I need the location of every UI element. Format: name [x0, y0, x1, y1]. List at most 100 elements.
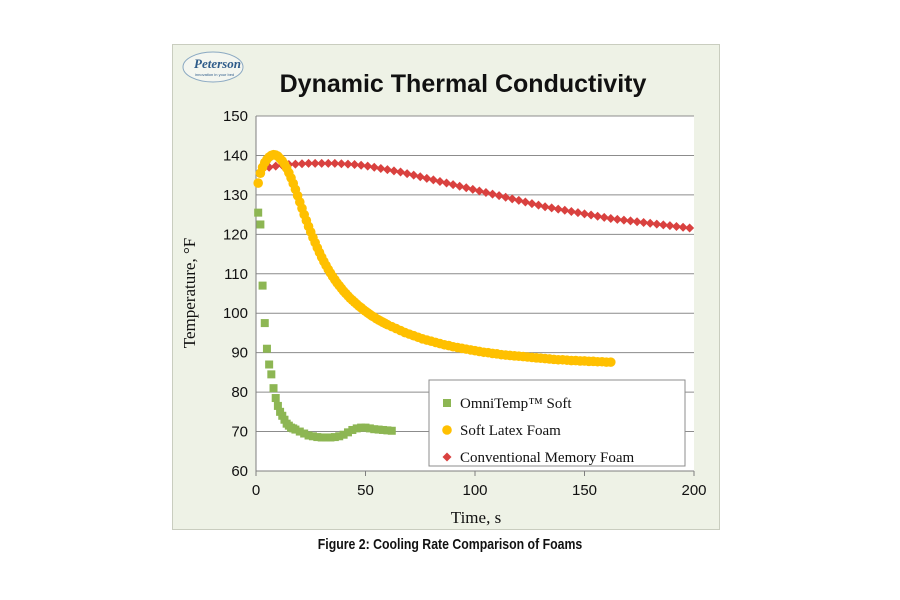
data-point — [356, 160, 366, 170]
data-point — [547, 203, 557, 213]
data-point — [271, 394, 280, 403]
data-point — [461, 183, 471, 193]
data-point — [271, 161, 281, 171]
data-point — [260, 319, 269, 328]
data-point — [540, 202, 550, 212]
data-point — [265, 360, 274, 369]
data-point — [586, 210, 596, 220]
data-point — [291, 425, 300, 434]
legend-label: Conventional Memory Foam — [460, 450, 634, 466]
y-tick-label: 120 — [223, 226, 248, 243]
series-omnitemp-soft — [254, 208, 396, 442]
series-soft-latex-foam — [253, 149, 616, 367]
data-point — [527, 199, 537, 209]
data-point — [361, 423, 370, 432]
data-point — [455, 181, 465, 191]
data-point — [481, 188, 491, 198]
data-point — [376, 163, 386, 173]
data-point — [658, 220, 668, 230]
peterson-logo: Peterson innovation in your bed — [182, 51, 244, 83]
data-point — [534, 200, 544, 210]
data-point — [304, 431, 313, 440]
y-tick-label: 140 — [223, 147, 248, 164]
data-point — [382, 165, 392, 175]
data-point — [365, 424, 374, 433]
data-point — [652, 219, 662, 229]
x-tick-label: 0 — [252, 482, 260, 499]
data-point — [350, 160, 360, 170]
x-tick-label: 50 — [357, 482, 374, 499]
data-point — [267, 370, 276, 379]
data-point — [352, 424, 361, 433]
data-point — [330, 433, 339, 442]
data-point — [374, 425, 383, 434]
y-tick-label: 90 — [231, 345, 248, 362]
data-point — [295, 427, 304, 436]
legend-item: Conventional Memory Foam — [442, 450, 634, 466]
data-point — [387, 426, 396, 435]
data-point — [566, 206, 576, 216]
data-point — [422, 173, 432, 183]
data-point — [593, 211, 603, 221]
data-point — [488, 189, 498, 199]
data-point — [435, 176, 445, 186]
data-point — [520, 197, 530, 207]
logo-tagline: innovation in your bed — [195, 72, 234, 77]
data-point — [339, 430, 348, 439]
data-point — [409, 170, 419, 180]
data-point — [330, 158, 340, 168]
data-point — [580, 209, 589, 219]
y-tick-label: 70 — [231, 424, 248, 441]
legend-marker — [442, 425, 452, 435]
chart: Peterson innovation in your bed Dynamic … — [180, 51, 707, 527]
data-point — [671, 221, 681, 231]
data-point — [343, 428, 352, 437]
data-point — [310, 158, 320, 168]
data-point — [326, 433, 335, 442]
data-point — [494, 191, 504, 201]
data-point — [322, 433, 331, 442]
data-point — [665, 221, 675, 231]
data-point — [343, 159, 353, 169]
data-point — [357, 423, 366, 432]
data-point — [300, 429, 309, 438]
data-point — [363, 161, 373, 171]
data-point — [313, 433, 322, 442]
y-axis-label: Temperature, °F — [180, 238, 199, 348]
x-tick-labels: 0 50 100 150 200 — [252, 471, 707, 499]
data-point — [317, 158, 327, 168]
data-point — [258, 281, 267, 290]
y-tick-label: 150 — [223, 108, 248, 125]
data-point — [348, 425, 357, 434]
x-axis-label: Time, s — [451, 508, 501, 527]
data-point — [415, 172, 425, 182]
data-point — [297, 159, 307, 169]
data-point — [308, 432, 317, 441]
data-point — [639, 218, 649, 227]
data-point — [685, 223, 695, 233]
y-tick-label: 130 — [223, 187, 248, 204]
data-point — [335, 432, 344, 441]
data-point — [474, 186, 484, 196]
data-point — [625, 216, 635, 226]
x-tick-label: 100 — [462, 482, 487, 499]
data-point — [448, 180, 458, 190]
data-point — [402, 169, 412, 179]
data-point — [507, 194, 517, 204]
legend: OmniTemp™ Soft Soft Latex Foam Conventiona… — [428, 379, 686, 467]
legend-box — [428, 379, 686, 467]
data-point — [514, 195, 524, 205]
y-tick-label: 100 — [223, 305, 248, 322]
data-point — [253, 178, 263, 188]
logo-wordmark: Peterson — [194, 56, 241, 71]
data-point — [560, 205, 570, 215]
data-point — [599, 212, 609, 222]
data-point — [273, 401, 282, 410]
chart-title: Dynamic Thermal Conductivity — [280, 70, 647, 98]
legend-label: Soft Latex Foam — [460, 423, 561, 439]
data-point — [389, 166, 399, 176]
data-point — [323, 158, 333, 168]
data-point — [501, 192, 511, 202]
data-point — [612, 214, 622, 224]
y-tick-labels: 60 70 80 90 100 110 120 130 140 150 — [223, 108, 248, 480]
